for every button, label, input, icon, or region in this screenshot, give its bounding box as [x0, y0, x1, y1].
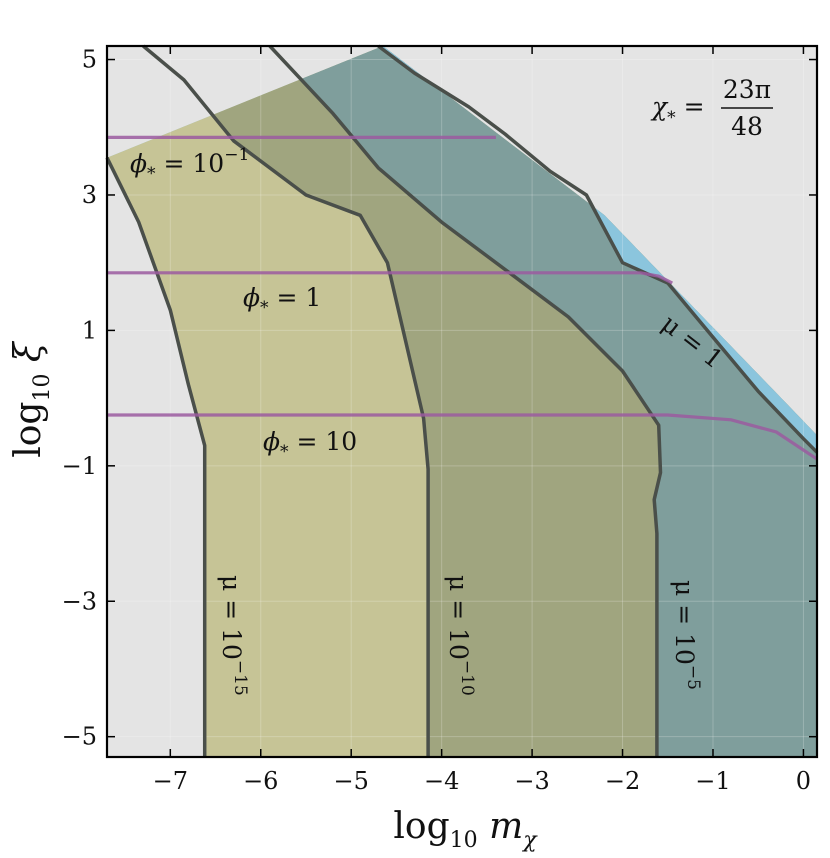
x-axis-title-var-sub: χ	[521, 828, 538, 853]
phi-label-2-sub: *	[280, 442, 289, 462]
chart-grid	[107, 46, 817, 757]
chi-eq: =	[676, 92, 705, 121]
mu-curve-1	[142, 44, 430, 757]
mu-label-2: μ = 10−5	[670, 580, 703, 690]
phi-label-1-sub: *	[260, 298, 269, 318]
x-tick-label-2: −5	[334, 767, 369, 795]
phi-label-2: ϕ* = 10	[263, 427, 357, 462]
mu-label-1: μ = 10−10	[444, 575, 477, 696]
phi-label-0-sub: *	[147, 164, 156, 184]
mu-label-0-exp: −15	[230, 660, 250, 696]
phi-curve-1	[107, 271, 674, 285]
x-axis-title-var: m	[478, 806, 524, 847]
mu-label-1-exp: −10	[457, 660, 477, 696]
phi-curve-2	[107, 413, 818, 461]
y-tick-label-1: −3	[62, 587, 97, 615]
x-axis-title-log: log	[393, 806, 449, 847]
y-axis-title: log10 ξ	[8, 340, 55, 458]
y-tick-label-4: 3	[82, 181, 97, 209]
phi-label-2-rhs: = 10	[289, 427, 358, 456]
mu-label-1-base: μ = 10	[444, 575, 473, 660]
y-tick-label-0: −5	[62, 723, 97, 751]
x-tick-label-7: 0	[796, 767, 811, 795]
mu-curve-0	[105, 156, 207, 757]
x-tick-label-4: −3	[514, 767, 549, 795]
chi-numerator: 23π	[723, 75, 771, 104]
x-tick-label-6: −1	[695, 767, 730, 795]
y-axis-title-var: ξ	[8, 340, 49, 373]
chart-curves	[105, 44, 819, 757]
phi-label-0-symbol: ϕ	[130, 149, 147, 178]
mu-label-0-base: μ = 10	[217, 575, 246, 660]
chi-denominator: 48	[731, 112, 763, 141]
y-tick-label-3: 1	[82, 316, 97, 344]
y-tick-label-2: −1	[62, 452, 97, 480]
x-tick-label-1: −6	[243, 767, 278, 795]
x-tick-label-3: −4	[424, 767, 459, 795]
phi-label-1-symbol: ϕ	[243, 283, 260, 312]
plot-frame	[105, 44, 819, 759]
mu-curve-3	[377, 44, 819, 454]
phi-label-0: ϕ* = 10−1	[130, 145, 249, 184]
chart-regions	[107, 46, 817, 757]
phi-label-0-rhs: = 10	[156, 149, 225, 178]
x-axis-title-sub: 10	[450, 828, 478, 853]
chi-sub: *	[667, 108, 676, 128]
mu-curve-2	[268, 44, 663, 757]
x-tick-label-5: −2	[605, 767, 640, 795]
mu-label-0: μ = 10−15	[217, 575, 250, 696]
x-axis-title: log10 mχ	[393, 806, 538, 853]
phi-label-1-rhs: = 1	[269, 283, 322, 312]
chi-label: χ* =	[650, 92, 705, 128]
y-axis-title-sub: 10	[30, 374, 55, 402]
chi-symbol: χ	[650, 92, 669, 121]
mu-label-2-base: μ = 10	[670, 580, 699, 665]
y-tick-label-5: 5	[82, 46, 97, 74]
axis-ticks	[107, 46, 817, 757]
y-axis-title-log: log	[8, 402, 49, 458]
phi-label-1: ϕ* = 1	[243, 283, 321, 318]
x-tick-label-0: −7	[153, 767, 188, 795]
phi-label-2-symbol: ϕ	[263, 427, 280, 456]
mu-label-2-exp: −5	[683, 665, 703, 690]
phi-label-0-exp: −1	[224, 145, 249, 165]
